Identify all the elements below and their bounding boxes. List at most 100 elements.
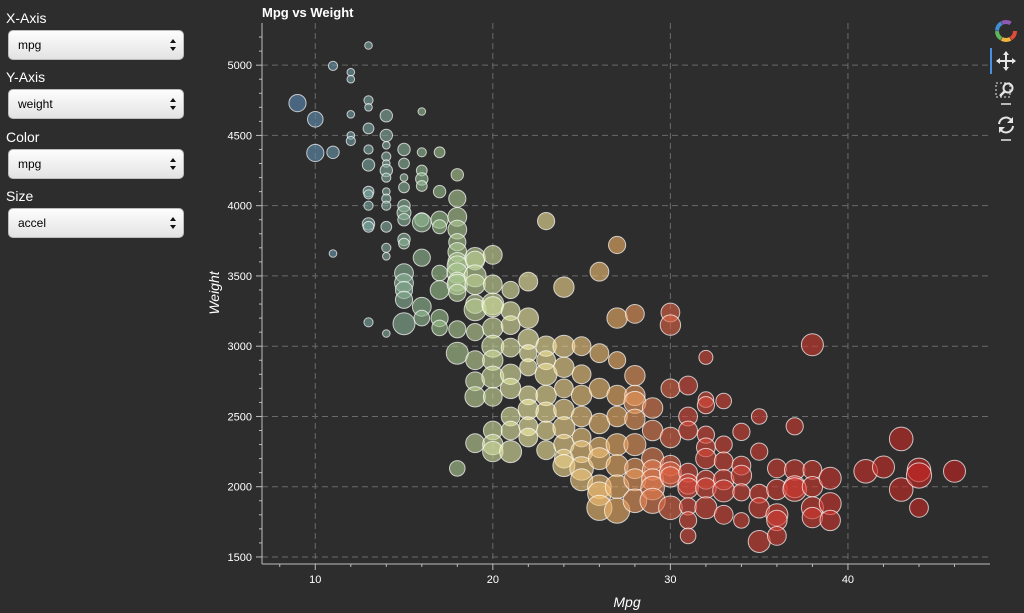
data-point[interactable] — [501, 280, 520, 300]
data-point[interactable] — [433, 146, 446, 159]
data-point[interactable] — [517, 307, 539, 329]
data-point[interactable] — [715, 392, 733, 410]
data-point[interactable] — [713, 504, 734, 525]
data-point[interactable] — [448, 320, 467, 339]
data-point[interactable] — [465, 433, 486, 454]
data-point[interactable] — [363, 144, 374, 155]
data-point[interactable] — [326, 145, 340, 160]
data-point[interactable] — [679, 527, 697, 545]
data-point[interactable] — [800, 333, 824, 357]
data-point[interactable] — [417, 107, 427, 116]
data-point[interactable] — [608, 235, 627, 255]
data-point[interactable] — [606, 405, 628, 428]
data-point[interactable] — [394, 290, 414, 309]
data-point[interactable] — [327, 60, 339, 72]
data-point[interactable] — [346, 67, 356, 77]
data-point[interactable] — [482, 245, 503, 265]
data-point[interactable] — [518, 271, 539, 292]
data-point[interactable] — [819, 509, 841, 532]
data-point[interactable] — [448, 283, 467, 302]
data-point[interactable] — [536, 420, 556, 441]
data-point[interactable] — [695, 447, 717, 470]
data-point[interactable] — [362, 220, 375, 233]
data-point[interactable] — [363, 189, 374, 200]
data-point[interactable] — [554, 378, 574, 399]
data-point[interactable] — [499, 440, 523, 464]
data-point[interactable] — [909, 497, 929, 518]
data-point[interactable] — [537, 212, 556, 231]
data-point[interactable] — [464, 273, 486, 296]
data-point[interactable] — [363, 200, 374, 211]
data-point[interactable] — [382, 141, 391, 150]
data-point[interactable] — [623, 433, 647, 457]
data-point[interactable] — [363, 317, 374, 328]
data-point[interactable] — [589, 343, 610, 364]
data-point[interactable] — [730, 464, 753, 487]
data-point[interactable] — [553, 276, 575, 298]
data-point[interactable] — [818, 466, 842, 490]
data-point[interactable] — [328, 249, 338, 258]
size-select[interactable]: accel — [8, 208, 184, 238]
data-point[interactable] — [732, 483, 751, 502]
data-point[interactable] — [519, 358, 538, 377]
data-point[interactable] — [465, 350, 486, 371]
scatter-plot[interactable]: Mpg vs Weight 10 20 30 40 1500 2000 2500 3000 35… — [0, 0, 990, 613]
data-point[interactable] — [381, 242, 392, 253]
data-point[interactable] — [659, 426, 682, 449]
data-point[interactable] — [466, 323, 485, 342]
data-point[interactable] — [679, 511, 698, 530]
data-point[interactable] — [482, 274, 503, 295]
data-point[interactable] — [698, 349, 714, 365]
data-point[interactable] — [625, 304, 645, 324]
data-point[interactable] — [713, 451, 734, 472]
data-point[interactable] — [801, 506, 824, 529]
data-point[interactable] — [589, 261, 610, 282]
data-point[interactable] — [398, 157, 410, 170]
data-point[interactable] — [397, 142, 411, 157]
data-point[interactable] — [747, 530, 771, 553]
x-axis-select[interactable]: mpg — [8, 30, 184, 60]
data-point[interactable] — [398, 181, 410, 194]
data-point[interactable] — [397, 213, 411, 227]
data-point[interactable] — [872, 455, 895, 479]
data-point[interactable] — [431, 319, 448, 337]
data-point[interactable] — [571, 336, 592, 357]
data-point[interactable] — [381, 172, 392, 183]
data-point[interactable] — [785, 417, 804, 436]
data-point[interactable] — [696, 396, 716, 415]
data-point[interactable] — [412, 248, 431, 267]
data-point[interactable] — [445, 341, 469, 365]
data-point[interactable] — [606, 307, 628, 329]
data-point[interactable] — [678, 420, 698, 441]
data-point[interactable] — [346, 110, 356, 119]
data-point[interactable] — [714, 435, 733, 454]
data-point[interactable] — [450, 168, 464, 182]
data-point[interactable] — [660, 378, 681, 399]
data-point[interactable] — [535, 401, 557, 423]
data-point[interactable] — [712, 479, 736, 503]
data-point[interactable] — [429, 280, 450, 300]
box-zoom-icon[interactable] — [995, 80, 1021, 106]
data-point[interactable] — [379, 109, 393, 123]
data-point[interactable] — [448, 189, 467, 208]
data-point[interactable] — [767, 458, 787, 479]
data-point[interactable] — [361, 158, 376, 172]
data-point[interactable] — [678, 375, 698, 396]
data-point[interactable] — [499, 377, 522, 400]
data-point[interactable] — [413, 309, 431, 327]
data-point[interactable] — [307, 111, 324, 128]
data-point[interactable] — [500, 420, 521, 441]
data-point[interactable] — [888, 426, 914, 452]
data-point[interactable] — [392, 312, 416, 336]
data-point[interactable] — [888, 477, 914, 502]
data-point[interactable] — [380, 220, 393, 233]
data-point[interactable] — [345, 135, 356, 147]
data-point[interactable] — [382, 329, 391, 338]
data-point[interactable] — [432, 219, 448, 235]
data-point[interactable] — [624, 365, 646, 387]
data-point[interactable] — [732, 422, 751, 441]
color-select[interactable]: mpg — [8, 149, 184, 179]
pan-icon[interactable] — [995, 50, 1021, 76]
y-axis-select[interactable]: weight — [8, 89, 184, 119]
data-point[interactable] — [500, 315, 521, 336]
